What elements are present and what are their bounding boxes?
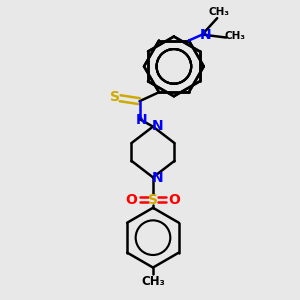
Text: O: O [125, 193, 137, 207]
Text: N: N [136, 113, 148, 127]
Text: N: N [152, 171, 164, 185]
Text: N: N [152, 119, 164, 133]
Text: N: N [200, 28, 212, 42]
Text: O: O [169, 193, 180, 207]
Text: S: S [110, 90, 120, 104]
Text: CH₃: CH₃ [208, 7, 229, 16]
Text: S: S [148, 193, 158, 207]
Text: CH₃: CH₃ [225, 31, 246, 41]
Text: CH₃: CH₃ [141, 275, 165, 288]
